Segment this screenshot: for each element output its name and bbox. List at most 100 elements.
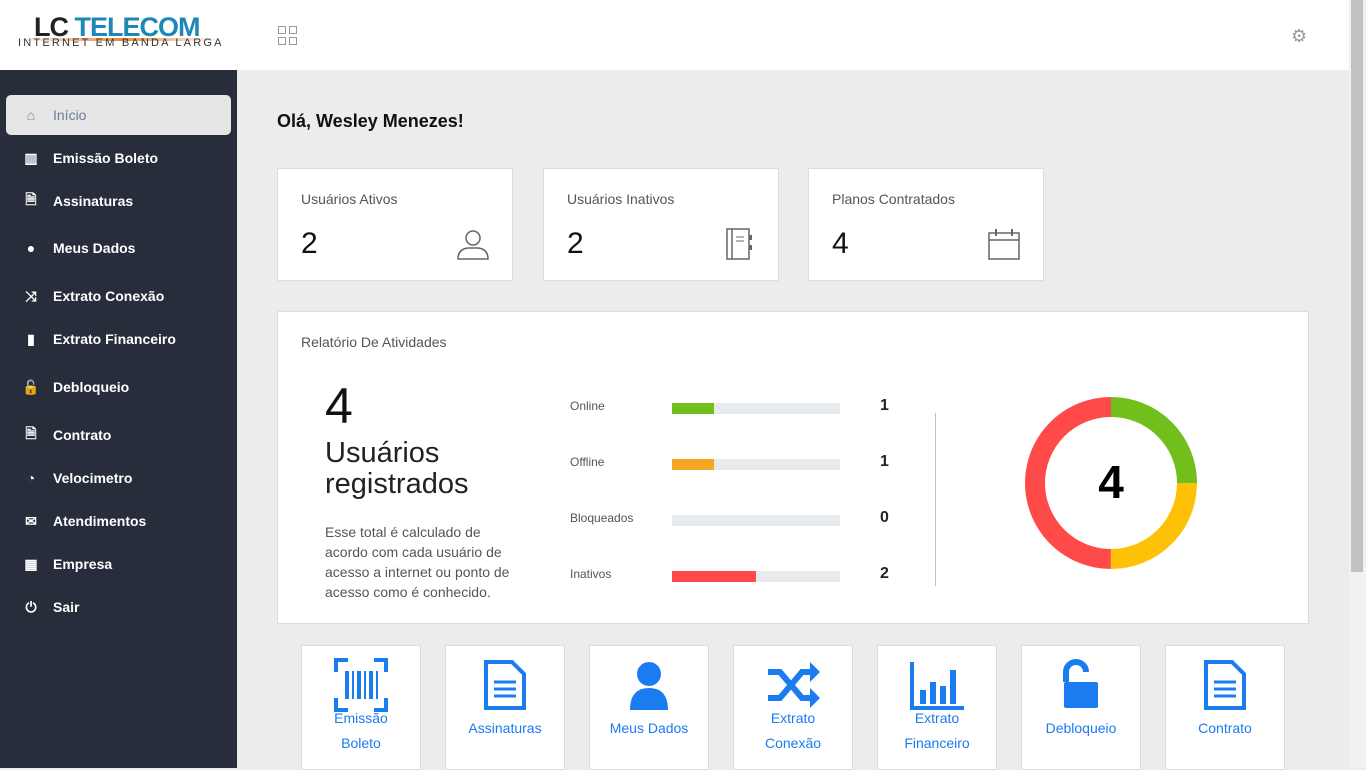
shortcut-contrato[interactable]: Contrato [1165,645,1285,770]
logo-tagline: INTERNET EM BANDA LARGA [18,37,224,49]
card-value: 2 [567,227,584,260]
sidebar-item-label: Extrato Conexão [53,288,165,304]
top-bar: LC TELECOM INTERNET EM BANDA LARGA ⚙ [0,0,1349,70]
card-inactive-users: Usuários Inativos 2 [543,168,779,281]
donut-segment-offline [1025,397,1197,569]
scrollbar-thumb[interactable] [1351,0,1363,572]
sidebar-item-atendimentos[interactable]: ✉ Atendimentos [6,501,231,541]
shortcut-label: Contrato [1198,720,1252,736]
total-users: 4 [325,378,353,434]
shuffle-icon: ⤨ [25,287,37,304]
grid-icon[interactable] [278,26,298,46]
card-active-users: Usuários Ativos 2 [277,168,513,281]
greeting: Olá, Wesley Menezes! [277,111,464,131]
donut-center-value: 4 [1098,456,1124,508]
document-icon [484,660,526,710]
sidebar-item-assinaturas[interactable]: 🗎 Assinaturas [6,181,231,221]
document-icon: 🗎 [25,191,37,207]
document-icon: 🗎 [25,425,37,441]
shortcut-extrato-conex-o[interactable]: Extrato Conexão [733,645,853,770]
total-users-label: Usuários registrados [325,437,469,500]
sidebar-item-in-cio[interactable]: ⌂ Início [6,95,231,135]
card-value: 4 [832,227,849,260]
status-bar [672,571,840,582]
shortcut-assinaturas[interactable]: Assinaturas [445,645,565,770]
shortcut-label: Boleto [341,735,381,751]
card-label: Planos Contratados [832,191,955,207]
status-bar [672,459,840,470]
status-count: 0 [880,509,889,526]
sidebar-item-empresa[interactable]: ▦ Empresa [6,544,231,584]
status-row: Offline 1 [570,453,900,473]
sidebar-item-velocimetro[interactable]: ◔ Velocimetro [6,458,231,498]
logo-telecom: TELECOM [74,12,201,42]
barcode-icon: ▥ [24,149,38,166]
shortcut-extrato-financeiro[interactable]: Extrato Financeiro [877,645,997,770]
logo[interactable]: LC TELECOM INTERNET EM BANDA LARGA [16,12,224,52]
divider [935,413,936,586]
shortcut-label: Extrato [914,710,960,726]
bar-chart-icon: ▮ [27,330,35,347]
shortcut-debloqueio[interactable]: Debloqueio [1021,645,1141,770]
status-bar [672,403,840,414]
sidebar-item-label: Meus Dados [53,240,136,256]
status-bar [672,515,840,526]
sidebar-item-extrato-financeiro[interactable]: ▮ Extrato Financeiro [6,319,231,359]
sidebar-item-sair[interactable]: ⏻ Sair [6,587,231,627]
sidebar-item-meus-dados[interactable]: ● Meus Dados [6,228,231,268]
shortcut-label: Financeiro [904,735,970,751]
shortcut-label: Extrato [770,710,816,726]
sidebar-item-label: Debloqueio [53,379,130,395]
shortcut-label: Meus Dados [609,720,689,736]
sidebar-item-label: Início [53,107,87,123]
donut-chart: 4 [1025,397,1197,569]
logo-swoosh [16,38,224,41]
sidebar-item-emiss-o-boleto[interactable]: ▥ Emissão Boleto [6,138,231,178]
card-value: 2 [301,227,318,260]
status-row: Inativos 2 [570,565,900,585]
home-icon: ⌂ [26,107,36,123]
envelope-icon: ✉ [25,512,37,529]
user-icon [630,662,668,710]
sidebar-item-label: Empresa [53,556,113,572]
sidebar-item-label: Velocimetro [53,470,133,486]
shortcut-label: Assinaturas [468,720,542,736]
building-icon: ▦ [24,555,38,572]
status-bar-fill [672,403,714,414]
sidebar-item-label: Emissão Boleto [53,150,159,166]
logo-lc: LC [34,12,69,42]
sidebar-item-contrato[interactable]: 🗎 Contrato [6,415,231,455]
shuffle-icon [768,662,820,708]
status-count: 1 [880,397,889,414]
notebook-icon [726,228,752,260]
shortcut-label: Emissão [334,710,388,726]
activity-report: Relatório De Atividades 4 Usuários regis… [277,311,1309,624]
sidebar-item-label: Contrato [53,427,112,443]
report-description: Esse total é calculado de acordo com cad… [325,524,510,600]
sidebar-item-extrato-conex-o[interactable]: ⤨ Extrato Conexão [6,276,231,316]
gear-icon[interactable]: ⚙ [1291,26,1308,46]
speedometer-icon: ◔ [26,470,36,486]
user-icon: ● [26,240,36,256]
card-label: Usuários Inativos [567,191,675,207]
document-icon [1204,660,1246,710]
status-name: Inativos [570,567,612,581]
power-icon: ⏻ [25,598,37,615]
sidebar-item-label: Extrato Financeiro [53,331,176,347]
user-icon [457,230,489,260]
scrollbar[interactable] [1349,0,1366,768]
calendar-icon [988,229,1020,260]
shortcut-emiss-o-boleto[interactable]: Emissão Boleto [301,645,421,770]
card-contracted-plans: Planos Contratados 4 [808,168,1044,281]
status-row: Bloqueados 0 [570,509,900,529]
sidebar-item-label: Sair [53,599,80,615]
sidebar-item-debloqueio[interactable]: 🔓 Debloqueio [6,367,231,407]
status-name: Offline [570,455,605,469]
shortcut-label: Conexão [764,735,822,751]
unlock-icon [1063,659,1098,708]
donut-segment-online [1025,397,1197,569]
sidebar-item-label: Atendimentos [53,513,147,529]
bar-chart-icon [910,662,964,710]
status-name: Bloqueados [570,511,634,525]
shortcut-meus-dados[interactable]: Meus Dados [589,645,709,770]
